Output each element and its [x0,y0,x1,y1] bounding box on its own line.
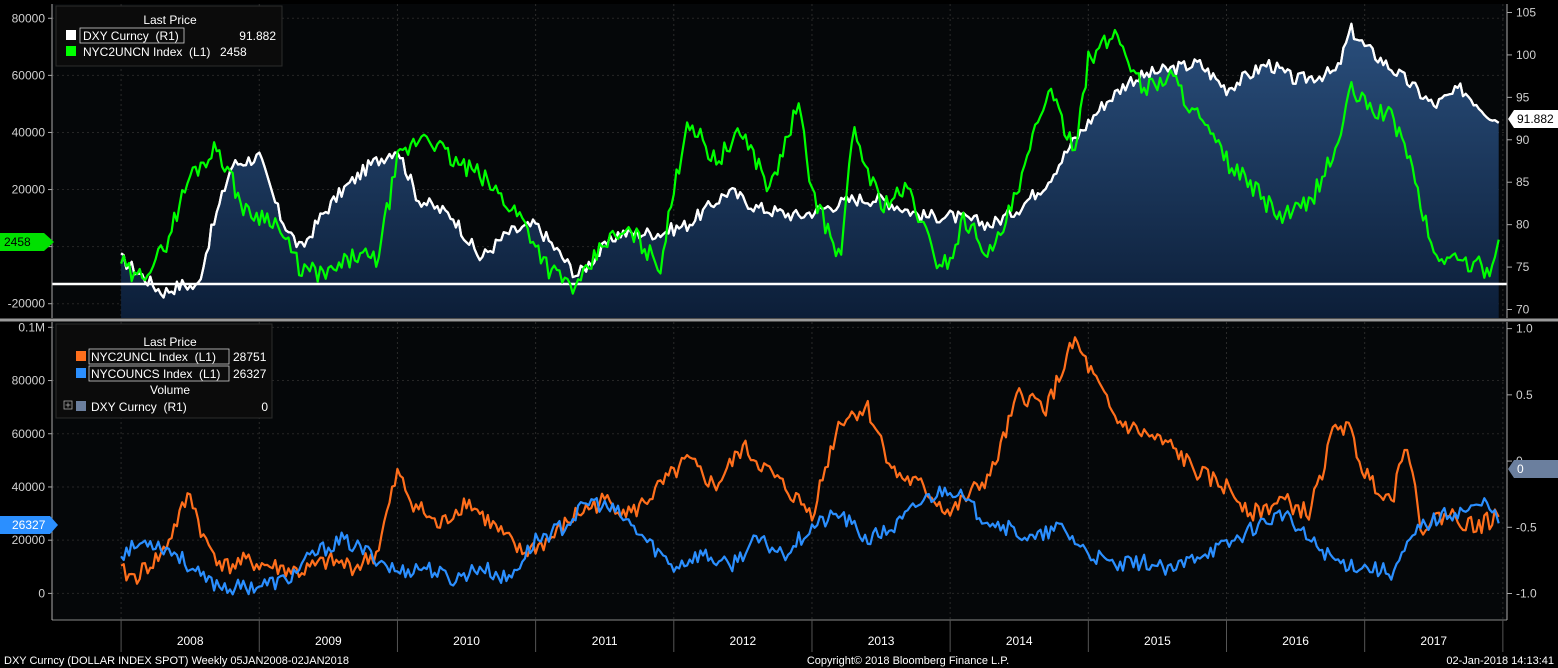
top-legend: Last Price DXY Curncy (R1) 91.882 NYC2UN… [55,5,283,67]
bottom-legend-title: Last Price [143,335,197,349]
nyc2uncn-legend-label: NYC2UNCN Index (L1) [83,45,210,59]
top-left-axis-tick-label: 60000 [12,68,46,82]
top-plot [52,22,1507,319]
bottom-left-axis-tick-label: 80000 [12,374,46,388]
footer-center: Copyright© 2018 Bloomberg Finance L.P. [807,655,1009,667]
top-right-axis-tick-label: 95 [1516,90,1530,104]
x-tick-label: 2015 [1144,634,1171,648]
top-legend-title: Last Price [143,13,197,27]
dxy-volume-legend-swatch [76,401,86,411]
top-right-axis-tick-label: 90 [1516,133,1530,147]
bottom-left-axis-tick-label: 60000 [12,427,46,441]
footer-left: DXY Curncy (DOLLAR INDEX SPOT) Weekly 05… [4,655,349,667]
nyc2uncl-series-line [120,336,1500,585]
bottom-right-axis-tick-label: -0.5 [1516,520,1537,534]
top-right-axis-tick-label: 105 [1516,5,1536,19]
bottom-left-axis-tick-label: 0.1M [18,320,45,334]
nyc2uncn-series-line [120,28,1500,295]
x-tick-label: 2011 [592,634,618,648]
top-right-axis-tick-label: 80 [1516,218,1530,232]
bottom-left-axis-tick-label: 40000 [12,480,46,494]
bottom-left-axis-tick-label: 20000 [12,533,46,547]
top-left-axis-tick-label: -20000 [8,297,46,311]
x-tick-label: 2017 [1420,634,1447,648]
x-tick-label: 2016 [1282,634,1309,648]
x-axis-labels: 2008 2009 2010 2011 2012 2013 2014 2015 2016 2017 [177,634,1448,648]
nyc2uncn-last-value-tag: 2458 [0,233,54,251]
volume-expand-icon[interactable] [63,400,73,410]
dxy-series-overlay-line [120,22,1500,299]
nycouncs-legend-label: NYCOUNCS Index (L1) [91,367,220,381]
top-left-axis-tick-label: 40000 [12,125,46,139]
bottom-left-axis-tick-label: 0 [38,586,45,600]
nycouncs-series-line [120,485,1500,596]
svg-text:2458: 2458 [4,235,31,249]
nycouncs-last-value-tag: 26327 [0,516,58,534]
nyc2uncl-legend-swatch [76,351,86,361]
svg-text:26327: 26327 [12,518,46,532]
x-tick-label: 2008 [177,634,204,648]
svg-text:0: 0 [1517,462,1524,476]
dxy-legend-value: 91.882 [239,29,276,43]
x-axis-band [52,620,1507,652]
top-right-axis-tick-label: 85 [1516,175,1530,189]
nycouncs-legend-value: 26327 [233,367,267,381]
dxy-series-area [121,23,1499,319]
bottom-right-axis-tick-label: -1.0 [1516,587,1537,601]
top-left-axis-tick-label: 80000 [12,11,46,25]
x-tick-label: 2014 [1006,634,1033,648]
dxy-volume-legend-label: DXY Curncy (R1) [91,400,187,414]
bottom-right-axis-tick-label: 1.0 [1516,322,1533,336]
axes: -20000 0 20000 40000 60000 80000 70 75 80 85 90 95 1… [8,4,1537,652]
top-left-axis-tick-label: 20000 [12,183,46,197]
x-tick-label: 2010 [453,634,480,648]
top-right-axis-tick-label: 75 [1516,260,1530,274]
nyc2uncn-legend-value: 2458 [220,45,247,59]
dxy-last-value-tag: 91.882 [1508,110,1558,128]
nyc2uncn-legend-swatch [66,46,76,56]
nyc2uncl-legend-value: 28751 [233,350,267,364]
x-tick-label: 2009 [315,634,342,648]
bottom-plot [120,336,1500,596]
dxy-legend-swatch [66,30,76,40]
nycouncs-legend-swatch [76,368,86,378]
bottom-right-axis-tick-label: 0.5 [1516,388,1533,402]
dxy-volume-legend-value: 0 [261,400,268,414]
bottom-legend: Last Price NYC2UNCL Index (L1) 28751 NYC… [55,323,273,419]
x-tick-label: 2012 [730,634,757,648]
x-tick-label: 2013 [868,634,895,648]
top-right-axis-tick-label: 100 [1516,48,1536,62]
top-right-axis-tick-label: 70 [1516,303,1530,317]
svg-text:91.882: 91.882 [1517,112,1554,126]
dxy-legend-label: DXY Curncy (R1) [83,29,179,43]
volume-last-value-tag: 0 [1508,460,1558,478]
volume-legend-title: Volume [150,383,190,397]
footer-right: 02-Jan-2018 14:13:41 [1446,655,1554,667]
nyc2uncl-legend-label: NYC2UNCL Index (L1) [91,350,216,364]
